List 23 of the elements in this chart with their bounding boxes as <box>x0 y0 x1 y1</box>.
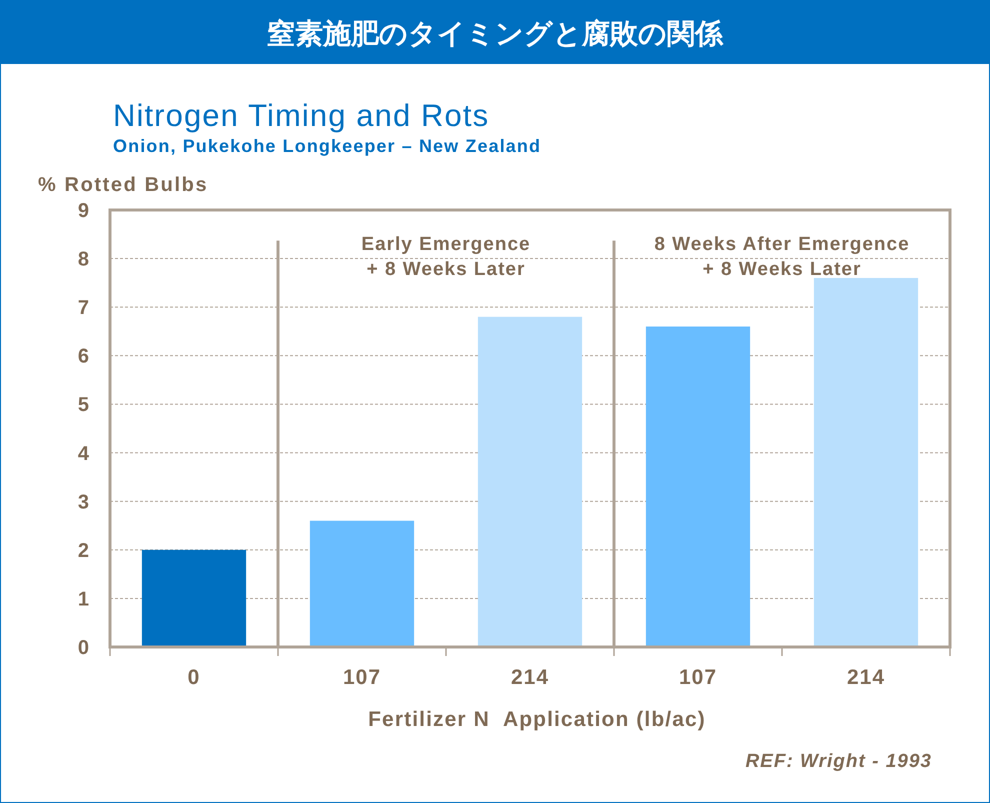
x-tick-label: 214 <box>510 666 550 689</box>
y-tick-label: 2 <box>78 540 89 562</box>
y-tick-label: 7 <box>78 297 89 320</box>
x-axis-title: Fertilizer N Application (lb/ac) <box>368 708 706 731</box>
y-tick-label: 6 <box>78 346 89 368</box>
x-tick-label: 214 <box>846 666 886 689</box>
y-tick-label: 1 <box>78 588 89 610</box>
chart-subtitle: Nitrogen Timing and Rots <box>113 98 490 133</box>
text: Onion, Pukekohe Longkeeper – New Zealand <box>113 136 542 156</box>
y-tick-label: 4 <box>78 442 90 465</box>
y-tick-label: 8 <box>78 248 89 271</box>
y-tick-label: 0 <box>78 637 89 659</box>
y-axis-title: % Rotted Bulbs <box>38 174 208 196</box>
annotation: 8 Weeks After Emergence + 8 Weeks Later <box>654 234 910 280</box>
y-tick-label: 9 <box>78 200 89 222</box>
y-tick-label: 3 <box>78 491 89 514</box>
y-tick-label: 5 <box>78 394 89 416</box>
x-tick-label: 107 <box>678 666 718 689</box>
annotation: Early Emergence + 8 Weeks Later <box>361 234 531 280</box>
x-tick-label: 107 <box>342 666 382 689</box>
text: REF: Wright - 1993 <box>745 751 932 772</box>
x-tick-label: 0 <box>188 666 200 689</box>
chart-title: 窒素施肥のタイミングと腐敗の関係 <box>267 18 724 49</box>
